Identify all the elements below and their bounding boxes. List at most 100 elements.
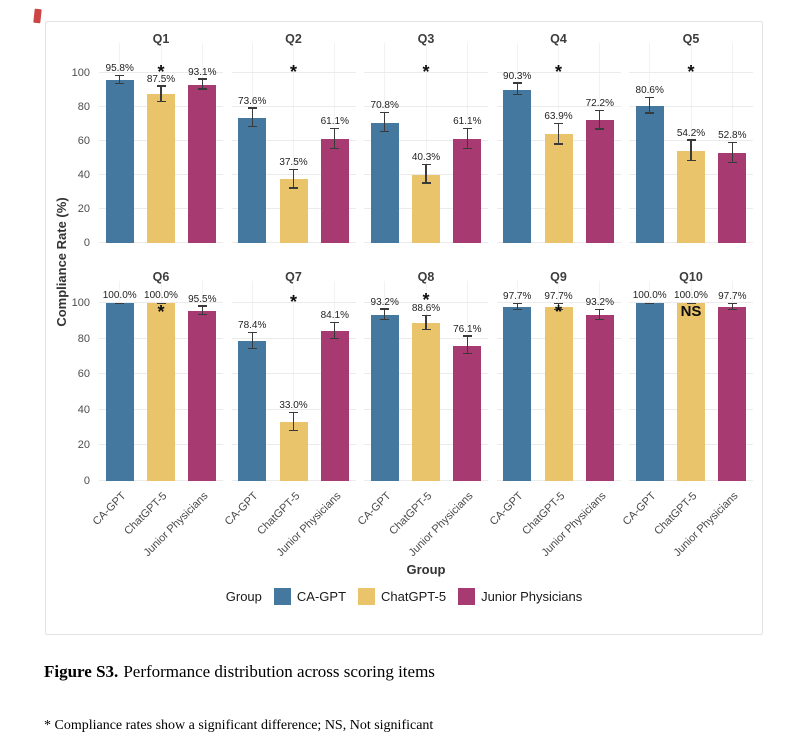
gridline-horizontal — [231, 302, 356, 303]
gridline-horizontal — [364, 72, 488, 73]
error-bar-whisker — [516, 83, 518, 96]
bar-CA-GPT — [105, 303, 134, 481]
bar-value-label: 80.6% — [635, 85, 664, 97]
gridline-horizontal — [231, 373, 356, 375]
legend-item-junior-physicians: Junior Physicians — [458, 588, 582, 605]
error-bar-cap — [595, 128, 605, 130]
bar-value-label: 100.0% — [632, 290, 667, 301]
error-bar-whisker — [160, 86, 162, 102]
error-bar-cap — [686, 159, 696, 162]
bar-value-label: 70.8% — [370, 100, 399, 112]
error-bar-whisker — [731, 303, 733, 311]
error-bar-cap — [330, 337, 340, 340]
y-tick-label: 0 — [83, 237, 90, 249]
facet-panel-Q10: 100.0% 100.0% 97.7% NS — [629, 281, 753, 481]
y-tick-label: 20 — [77, 439, 90, 452]
facet-title-Q5: Q5 — [682, 32, 700, 46]
facet-panel-Q8: 93.2% 88.6% 76.1% * — [364, 281, 488, 481]
error-bar-cap — [247, 107, 257, 109]
facet-title-Q8: Q8 — [417, 270, 435, 284]
facet-panel-Q5: 80.6% 54.2% 52.8% * — [629, 43, 753, 243]
error-bar-cap — [421, 182, 431, 184]
facet-panel-Q6: 100.0% 100.0% 95.5% * — [99, 281, 223, 481]
bar-value-label: 100.0% — [674, 290, 708, 301]
bar-value-label: 93.2% — [585, 297, 614, 309]
y-tick-label: 40 — [77, 403, 90, 416]
error-bar-cap — [156, 85, 166, 87]
bar-ChatGPT-5 — [279, 422, 308, 481]
error-bar-cap — [727, 162, 737, 164]
significance-marker: * — [157, 61, 165, 82]
error-bar-cap — [380, 130, 390, 132]
error-bar-whisker — [731, 143, 733, 164]
y-tick-label: 100 — [71, 67, 90, 79]
error-bar-cap — [554, 302, 563, 304]
bar-ChatGPT-5 — [279, 179, 308, 243]
facet-title-Q3: Q3 — [417, 32, 435, 46]
error-bar-cap — [115, 83, 125, 85]
facet-panel-Q4: 90.3% 63.9% 72.2% * — [496, 43, 621, 243]
bar-CA-GPT — [370, 122, 399, 243]
error-bar-whisker — [251, 108, 253, 128]
legend-item-ca-gpt: CA-GPT — [273, 588, 347, 605]
bar-Junior Physicians — [188, 84, 217, 243]
legend-label: Junior Physicians — [481, 589, 583, 604]
bar-value-label: 100.0% — [144, 290, 178, 301]
bar-CA-GPT — [503, 307, 532, 481]
legend-swatch — [273, 588, 291, 605]
error-bar-cap — [197, 314, 207, 316]
legend-item-chatgpt-5: ChatGPT-5 — [358, 588, 446, 605]
figure-caption-label: Figure S3. — [44, 662, 119, 681]
bar-value-label: 73.6% — [238, 95, 267, 107]
error-bar-whisker — [334, 323, 336, 340]
gridline-horizontal — [231, 408, 356, 410]
bar-ChatGPT-5 — [677, 150, 705, 243]
error-bar-whisker — [599, 110, 601, 130]
error-bar-whisker — [557, 303, 560, 311]
error-bar-cap — [554, 122, 563, 125]
error-bar-cap — [462, 353, 472, 355]
bar-value-label: 72.2% — [585, 97, 614, 109]
bar-value-label: 95.5% — [188, 293, 217, 305]
error-bar-cap — [197, 78, 207, 80]
facet-title-Q4: Q4 — [550, 32, 567, 46]
figure-panel: Compliance Rate (%) Group Group CA-GPT Ch… — [45, 21, 763, 635]
gridline-horizontal — [496, 72, 621, 73]
error-bar-cap — [115, 302, 125, 304]
error-bar-cap — [330, 147, 340, 150]
bar-Junior Physicians — [718, 307, 747, 481]
bar-value-label: 97.7% — [503, 290, 532, 302]
figure-caption: Figure S3. Performance distribution acros… — [44, 662, 435, 682]
error-bar-cap — [727, 302, 737, 304]
bar-Junior Physicians — [320, 331, 349, 481]
error-bar-cap — [421, 329, 431, 331]
bar-Junior Physicians — [585, 120, 614, 243]
bar-ChatGPT-5 — [147, 94, 175, 243]
error-bar-cap — [115, 74, 125, 76]
error-bar-cap — [380, 111, 390, 114]
bar-value-label: 93.1% — [188, 66, 217, 78]
y-tick-label: 80 — [77, 101, 90, 113]
error-bar-cap — [512, 94, 522, 96]
gridline-horizontal — [364, 140, 488, 141]
gridline-horizontal — [629, 106, 753, 107]
error-bar-whisker — [690, 140, 692, 162]
error-bar-cap — [645, 112, 655, 114]
legend-swatch — [458, 588, 476, 605]
bar-Junior Physicians — [188, 311, 217, 481]
facet-panel-Q9: 97.7% 97.7% 93.2% * — [496, 281, 621, 481]
gridline-horizontal — [99, 302, 223, 303]
significance-marker: * — [687, 61, 695, 82]
legend-label: CA-GPT — [296, 589, 347, 604]
error-bar-cap — [727, 308, 737, 311]
bar-ChatGPT-5 — [544, 134, 573, 243]
bar-Junior Physicians — [320, 139, 349, 243]
error-bar-cap — [289, 411, 298, 414]
bar-CA-GPT — [238, 117, 267, 243]
facet-title-Q2: Q2 — [285, 32, 302, 46]
error-bar-cap — [247, 125, 257, 128]
significance-marker: * — [289, 61, 297, 82]
error-bar-cap — [380, 319, 390, 321]
error-bar-whisker — [201, 306, 203, 316]
